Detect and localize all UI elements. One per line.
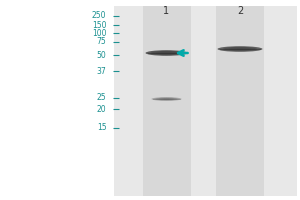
Text: 1: 1 [164, 6, 169, 16]
Text: 75: 75 [97, 38, 106, 46]
Text: 50: 50 [97, 50, 106, 60]
Ellipse shape [155, 98, 178, 100]
Ellipse shape [223, 47, 257, 51]
Ellipse shape [156, 52, 177, 54]
Ellipse shape [161, 52, 172, 54]
Text: 150: 150 [92, 21, 106, 29]
Ellipse shape [229, 48, 251, 50]
Ellipse shape [151, 51, 182, 55]
Text: 25: 25 [97, 94, 106, 102]
Ellipse shape [159, 98, 174, 100]
Text: 250: 250 [92, 11, 106, 21]
Text: 20: 20 [97, 104, 106, 114]
Ellipse shape [234, 48, 246, 50]
Text: 37: 37 [97, 66, 106, 75]
Text: 100: 100 [92, 28, 106, 38]
Bar [114, 6, 297, 196]
Ellipse shape [146, 50, 188, 56]
Bar [216, 6, 264, 196]
Ellipse shape [152, 97, 182, 101]
Text: 15: 15 [97, 123, 106, 132]
Ellipse shape [218, 46, 262, 52]
Text: 2: 2 [237, 6, 243, 16]
Bar [142, 6, 190, 196]
